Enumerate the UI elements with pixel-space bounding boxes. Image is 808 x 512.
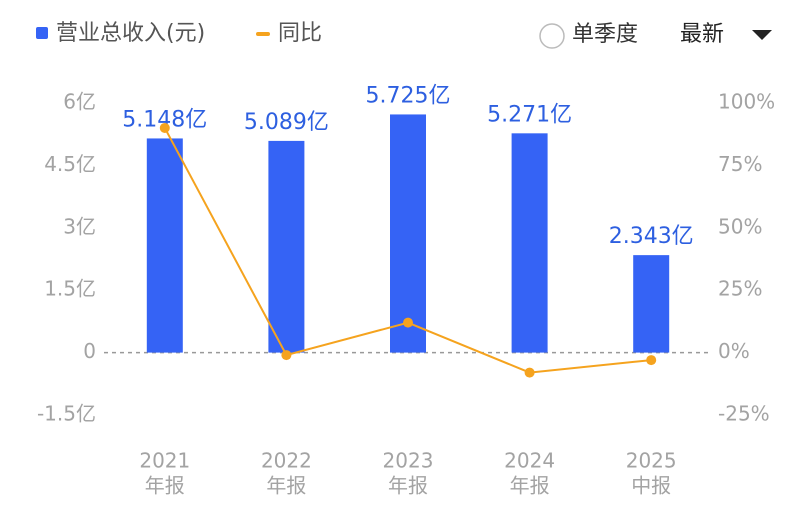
legend-label: 营业总收入(元) [56, 21, 205, 46]
value-label: 5.725亿 [366, 83, 451, 108]
dropdown-label[interactable]: 最新 [680, 22, 724, 47]
bar [268, 140, 305, 353]
x-tick-label: 2023 [383, 449, 434, 473]
x-tick-label: 2025 [626, 449, 677, 473]
y-tick-label: 3亿 [63, 214, 96, 238]
y-tick-label: 4.5亿 [44, 152, 96, 176]
y2-tick-label: 50% [718, 214, 762, 238]
legend-swatch [256, 32, 270, 36]
radio[interactable] [539, 23, 565, 49]
value-label: 5.089亿 [244, 110, 329, 135]
value-label: 2.343亿 [609, 224, 694, 249]
y2-tick-label: 0% [718, 339, 750, 363]
bar [511, 133, 548, 353]
x-tick-label: 中报 [631, 474, 671, 498]
x-tick-label: 2021 [139, 449, 190, 473]
y2-tick-label: 25% [718, 277, 762, 301]
x-tick-label: 2024 [504, 449, 555, 473]
single-quarter-toggle[interactable]: 单季度 [539, 22, 638, 49]
y-tick-label: 0 [83, 339, 96, 363]
x-tick-label: 年报 [266, 474, 306, 498]
y2-tick-label: 75% [718, 152, 762, 176]
bar [146, 138, 183, 353]
point [403, 317, 413, 328]
y2-tick-label: -25% [718, 402, 770, 426]
legend-swatch [36, 27, 48, 39]
y2-tick-label: 100% [718, 90, 775, 114]
y-tick-label: -1.5亿 [37, 402, 96, 426]
bar [633, 255, 670, 353]
dropdown-arrow[interactable] [752, 30, 772, 40]
bar [390, 114, 426, 353]
x-tick-label: 年报 [388, 474, 428, 498]
point [159, 122, 170, 133]
point [524, 367, 535, 378]
value-label: 5.271亿 [487, 102, 572, 127]
point [646, 355, 657, 366]
y-tick-label: 6亿 [63, 90, 96, 114]
period-dropdown[interactable]: 最新 [680, 22, 772, 47]
y-tick-label: 1.5亿 [44, 277, 96, 301]
x-tick-label: 年报 [145, 474, 185, 498]
x-tick-label: 2022 [261, 449, 312, 473]
point [281, 350, 292, 361]
radio-label[interactable]: 单季度 [572, 22, 638, 47]
x-tick-label: 年报 [510, 474, 550, 498]
legend-label: 同比 [278, 21, 322, 46]
